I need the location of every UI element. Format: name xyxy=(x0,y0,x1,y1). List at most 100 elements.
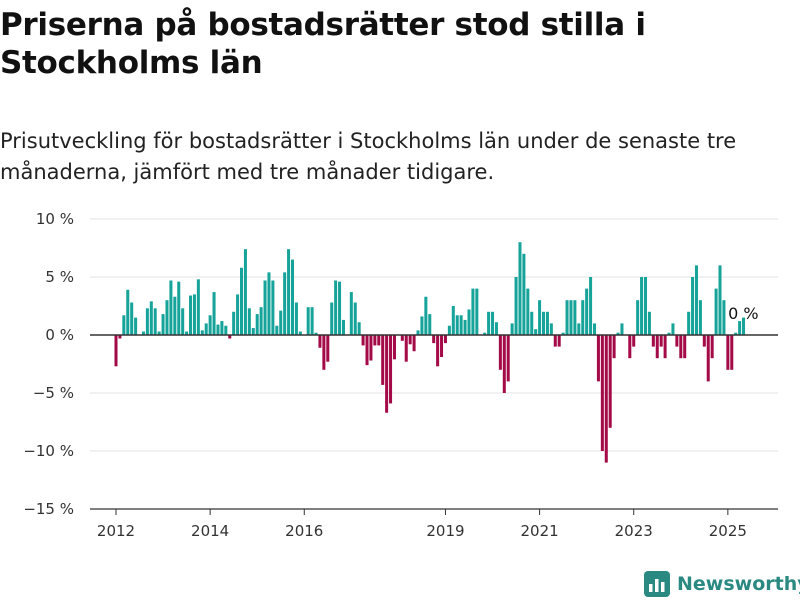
y-tick-label: −5 % xyxy=(33,384,74,402)
bar xyxy=(295,303,298,335)
bar xyxy=(475,289,478,335)
bar xyxy=(428,314,431,335)
bar xyxy=(699,300,702,335)
bar xyxy=(213,292,216,335)
bar xyxy=(338,282,341,335)
brand-name: Newsworthy xyxy=(677,573,800,595)
bar xyxy=(240,268,243,335)
bar xyxy=(291,260,294,335)
y-tick-label: 10 % xyxy=(36,210,74,228)
bar xyxy=(405,335,408,362)
bar xyxy=(715,289,718,335)
bar xyxy=(644,277,647,335)
y-axis-labels: 10 %5 %0 %−5 %−10 %−15 % xyxy=(23,210,74,518)
bar xyxy=(507,335,510,381)
bar xyxy=(436,335,439,366)
bar xyxy=(169,280,172,335)
bar xyxy=(613,335,616,358)
bar xyxy=(730,335,733,370)
bar xyxy=(648,312,651,335)
bar xyxy=(738,321,741,335)
bar-chart: 10 %5 %0 %−5 %−10 %−15 % 2012 2014 2016 201… xyxy=(0,0,800,600)
bar xyxy=(534,329,537,335)
bar xyxy=(413,335,416,351)
bar xyxy=(260,307,263,335)
bar xyxy=(146,308,149,335)
bar xyxy=(154,308,157,335)
bar xyxy=(550,323,553,335)
bar xyxy=(526,289,529,335)
x-tick-label: 2023 xyxy=(615,522,653,540)
bar xyxy=(577,323,580,335)
bar xyxy=(424,297,427,335)
bar xyxy=(707,335,710,381)
bar xyxy=(134,318,137,335)
x-tick-label: 2012 xyxy=(97,522,135,540)
bar xyxy=(558,335,561,347)
bar xyxy=(581,300,584,335)
bar xyxy=(593,323,596,335)
bar xyxy=(271,280,274,335)
bar xyxy=(440,335,443,357)
bar xyxy=(464,320,467,335)
bar xyxy=(114,335,117,366)
bar xyxy=(354,303,357,335)
bar xyxy=(503,335,506,393)
annotation-label: 0 % xyxy=(728,304,758,323)
bar xyxy=(628,335,631,358)
bar xyxy=(318,335,321,348)
bar xyxy=(640,277,643,335)
bar xyxy=(130,303,133,335)
bar xyxy=(389,335,392,403)
bar xyxy=(162,314,165,335)
bar xyxy=(601,335,604,451)
x-tick-label: 2021 xyxy=(520,522,558,540)
bar xyxy=(632,335,635,347)
bar xyxy=(420,316,423,335)
bar xyxy=(456,315,459,335)
chart-annotations: 0 % xyxy=(728,304,758,323)
bar xyxy=(373,335,376,345)
bar xyxy=(554,335,557,347)
bar xyxy=(518,242,521,335)
bar xyxy=(275,326,278,335)
bar xyxy=(491,312,494,335)
bar xyxy=(671,323,674,335)
bar xyxy=(393,335,396,359)
bar xyxy=(224,326,227,335)
bar xyxy=(216,325,219,335)
bar xyxy=(350,292,353,335)
bar xyxy=(385,335,388,413)
bar xyxy=(664,335,667,358)
bar xyxy=(205,323,208,335)
bar xyxy=(232,312,235,335)
bar xyxy=(515,277,518,335)
bar xyxy=(409,335,412,344)
bar xyxy=(264,280,267,335)
bar xyxy=(267,272,270,335)
bar xyxy=(197,279,200,335)
bar xyxy=(248,308,251,335)
bar xyxy=(538,300,541,335)
bar xyxy=(585,289,588,335)
bar xyxy=(679,335,682,358)
bar xyxy=(448,326,451,335)
x-tick-label: 2016 xyxy=(285,522,323,540)
bar xyxy=(150,301,153,335)
bar xyxy=(719,265,722,335)
bar xyxy=(256,314,259,335)
y-tick-label: −10 % xyxy=(23,442,74,460)
chart-bars xyxy=(114,242,745,462)
y-tick-label: 5 % xyxy=(45,268,74,286)
bar xyxy=(656,335,659,358)
bar xyxy=(401,335,404,341)
bar xyxy=(711,335,714,358)
bar xyxy=(311,307,314,335)
x-tick-label: 2025 xyxy=(709,522,747,540)
bar xyxy=(444,335,447,343)
bar xyxy=(511,323,514,335)
bar xyxy=(691,277,694,335)
bar xyxy=(460,315,463,335)
bar xyxy=(542,312,545,335)
brand-logo: Newsworthy xyxy=(644,569,800,599)
